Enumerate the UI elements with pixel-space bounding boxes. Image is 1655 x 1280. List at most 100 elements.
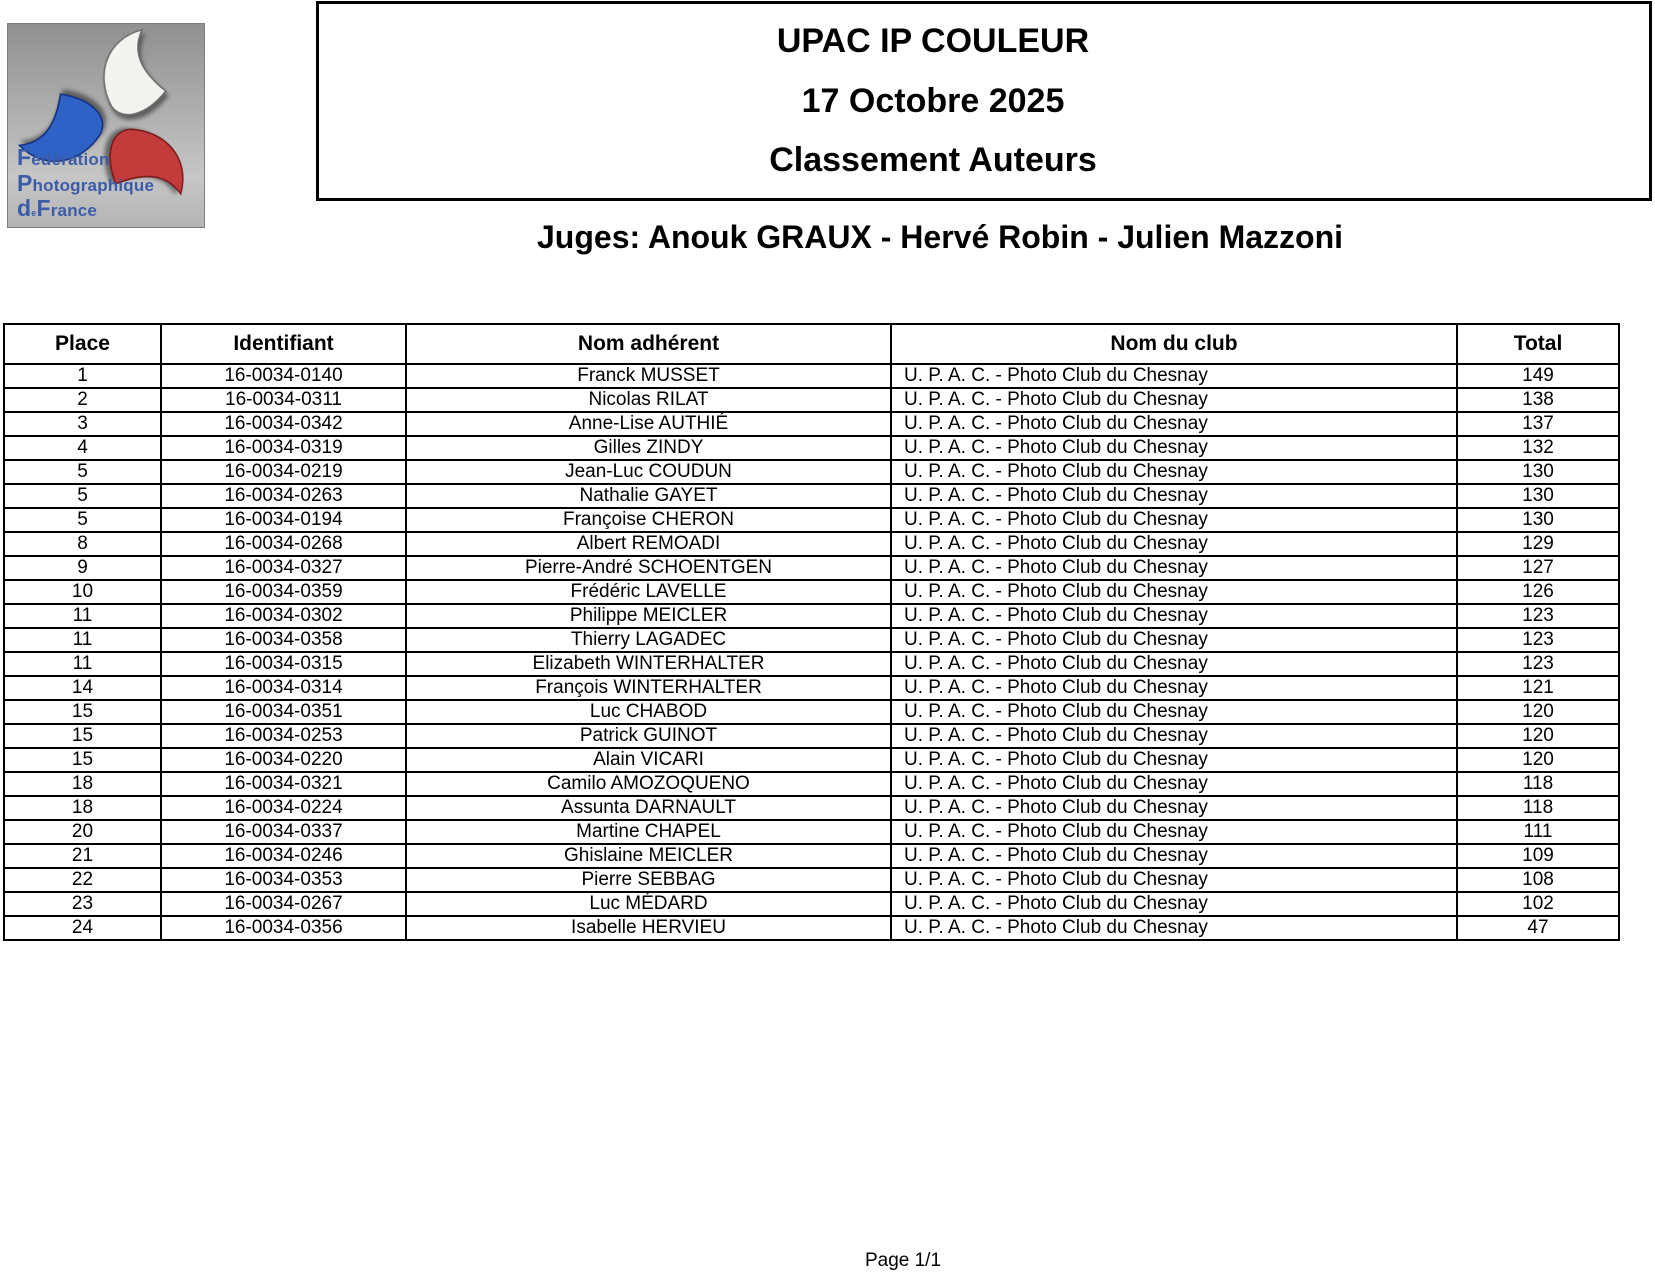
- cell-id: 16-0034-0140: [160, 363, 407, 389]
- cell-name: Isabelle HERVIEU: [405, 915, 892, 941]
- cell-name: Franck MUSSET: [405, 363, 892, 389]
- cell-place: 3: [3, 411, 162, 437]
- logo-text-line2: Photographique: [17, 169, 155, 196]
- cell-place: 24: [3, 915, 162, 941]
- cell-club: U. P. A. C. - Photo Club du Chesnay: [890, 771, 1458, 797]
- cell-club: U. P. A. C. - Photo Club du Chesnay: [890, 843, 1458, 869]
- table-row: 5 16-0034-0219 Jean-Luc COUDUN U. P. A. C. …: [3, 459, 1620, 485]
- cell-name: Nicolas RILAT: [405, 387, 892, 413]
- cell-total: 47: [1456, 915, 1620, 941]
- cell-place: 14: [3, 675, 162, 701]
- cell-name: Pierre-André SCHOENTGEN: [405, 555, 892, 581]
- table-row: 15 16-0034-0351 Luc CHABOD U. P. A. C. - Ph…: [3, 699, 1620, 725]
- cell-total: 120: [1456, 723, 1620, 749]
- cell-total: 108: [1456, 867, 1620, 893]
- cell-place: 2: [3, 387, 162, 413]
- table-row: 11 16-0034-0315 Elizabeth WINTERHALTER U. P…: [3, 651, 1620, 677]
- column-header-nom-adherent: Nom adhérent: [405, 323, 892, 365]
- table-row: 15 16-0034-0253 Patrick GUINOT U. P. A. C. …: [3, 723, 1620, 749]
- table-row: 21 16-0034-0246 Ghislaine MEICLER U. P. A. …: [3, 843, 1620, 869]
- fpf-logo-text: Fédération Photographique deFrance: [17, 145, 154, 222]
- cell-total: 149: [1456, 363, 1620, 389]
- table-row: 5 16-0034-0263 Nathalie GAYET U. P. A. C. -…: [3, 483, 1620, 509]
- table-row: 3 16-0034-0342 Anne-Lise AUTHIÉ U. P. A. C.…: [3, 411, 1620, 437]
- cell-name: Albert REMOADI: [405, 531, 892, 557]
- table-row: 11 16-0034-0302 Philippe MEICLER U. P. A. C…: [3, 603, 1620, 629]
- cell-id: 16-0034-0302: [160, 603, 407, 629]
- logo-text-line3: deFrance: [17, 195, 154, 222]
- cell-total: 123: [1456, 651, 1620, 677]
- table-row: 4 16-0034-0319 Gilles ZINDY U. P. A. C. - P…: [3, 435, 1620, 461]
- cell-name: Luc CHABOD: [405, 699, 892, 725]
- cell-id: 16-0034-0353: [160, 867, 407, 893]
- cell-club: U. P. A. C. - Photo Club du Chesnay: [890, 507, 1458, 533]
- cell-total: 118: [1456, 795, 1620, 821]
- cell-place: 9: [3, 555, 162, 581]
- table-row: 2 16-0034-0311 Nicolas RILAT U. P. A. C. - …: [3, 387, 1620, 413]
- cell-id: 16-0034-0356: [160, 915, 407, 941]
- cell-id: 16-0034-0342: [160, 411, 407, 437]
- logo-blade-blue: [17, 93, 104, 162]
- cell-name: Patrick GUINOT: [405, 723, 892, 749]
- title-box: [316, 1, 1652, 201]
- results-tbody: 1 16-0034-0140 Franck MUSSET U. P. A. C. - …: [3, 363, 1620, 941]
- cell-club: U. P. A. C. - Photo Club du Chesnay: [890, 363, 1458, 389]
- judges-line: Juges: Anouk GRAUX - Hervé Robin - Julie…: [537, 219, 1343, 255]
- table-row: 18 16-0034-0321 Camilo AMOZOQUENO U. P. A. …: [3, 771, 1620, 797]
- cell-id: 16-0034-0351: [160, 699, 407, 725]
- cell-id: 16-0034-0358: [160, 627, 407, 653]
- cell-club: U. P. A. C. - Photo Club du Chesnay: [890, 795, 1458, 821]
- cell-place: 10: [3, 579, 162, 605]
- cell-place: 15: [3, 747, 162, 773]
- cell-id: 16-0034-0263: [160, 483, 407, 509]
- cell-club: U. P. A. C. - Photo Club du Chesnay: [890, 867, 1458, 893]
- cell-name: François WINTERHALTER: [405, 675, 892, 701]
- table-row: 10 16-0034-0359 Frédéric LAVELLE U. P. A. C…: [3, 579, 1620, 605]
- cell-total: 118: [1456, 771, 1620, 797]
- cell-id: 16-0034-0224: [160, 795, 407, 821]
- cell-total: 130: [1456, 507, 1620, 533]
- competition-date: 17 Octobre 2025: [801, 81, 1065, 120]
- cell-id: 16-0034-0219: [160, 459, 407, 485]
- cell-club: U. P. A. C. - Photo Club du Chesnay: [890, 915, 1458, 941]
- cell-name: Thierry LAGADEC: [405, 627, 892, 653]
- cell-name: Jean-Luc COUDUN: [405, 459, 892, 485]
- cell-name: Françoise CHERON: [405, 507, 892, 533]
- column-header-identifiant: Identifiant: [160, 323, 407, 365]
- fpf-pinwheel-icon: [17, 28, 184, 196]
- cell-id: 16-0034-0337: [160, 819, 407, 845]
- cell-name: Alain VICARI: [405, 747, 892, 773]
- cell-club: U. P. A. C. - Photo Club du Chesnay: [890, 819, 1458, 845]
- cell-name: Gilles ZINDY: [405, 435, 892, 461]
- logo-blade-white: [103, 28, 167, 116]
- cell-club: U. P. A. C. - Photo Club du Chesnay: [890, 435, 1458, 461]
- cell-club: U. P. A. C. - Photo Club du Chesnay: [890, 651, 1458, 677]
- column-header-nom-du-club: Nom du club: [890, 323, 1458, 365]
- cell-name: Elizabeth WINTERHALTER: [405, 651, 892, 677]
- table-row: 22 16-0034-0353 Pierre SEBBAG U. P. A. C. -…: [3, 867, 1620, 893]
- competition-title: UPAC IP COULEUR: [776, 21, 1090, 60]
- cell-total: 111: [1456, 819, 1620, 845]
- column-header-place: Place: [3, 323, 162, 365]
- cell-id: 16-0034-0267: [160, 891, 407, 917]
- logo-blade-red: [109, 128, 184, 196]
- cell-club: U. P. A. C. - Photo Club du Chesnay: [890, 555, 1458, 581]
- cell-total: 120: [1456, 699, 1620, 725]
- cell-id: 16-0034-0253: [160, 723, 407, 749]
- title-lines: UPAC IP COULEUR 17 Octobre 2025 Classeme…: [769, 1, 1097, 201]
- cell-id: 16-0034-0314: [160, 675, 407, 701]
- cell-place: 11: [3, 627, 162, 653]
- cell-place: 5: [3, 507, 162, 533]
- cell-id: 16-0034-0246: [160, 843, 407, 869]
- cell-total: 127: [1456, 555, 1620, 581]
- table-row: 24 16-0034-0356 Isabelle HERVIEU U. P. A. C…: [3, 915, 1620, 941]
- logo-text-de: de: [17, 195, 37, 222]
- table-row: 8 16-0034-0268 Albert REMOADI U. P. A. C. -…: [3, 531, 1620, 557]
- cell-id: 16-0034-0319: [160, 435, 407, 461]
- cell-total: 138: [1456, 387, 1620, 413]
- table-row: 20 16-0034-0337 Martine CHAPEL U. P. A. C. …: [3, 819, 1620, 845]
- cell-club: U. P. A. C. - Photo Club du Chesnay: [890, 891, 1458, 917]
- cell-name: Camilo AMOZOQUENO: [405, 771, 892, 797]
- cell-total: 126: [1456, 579, 1620, 605]
